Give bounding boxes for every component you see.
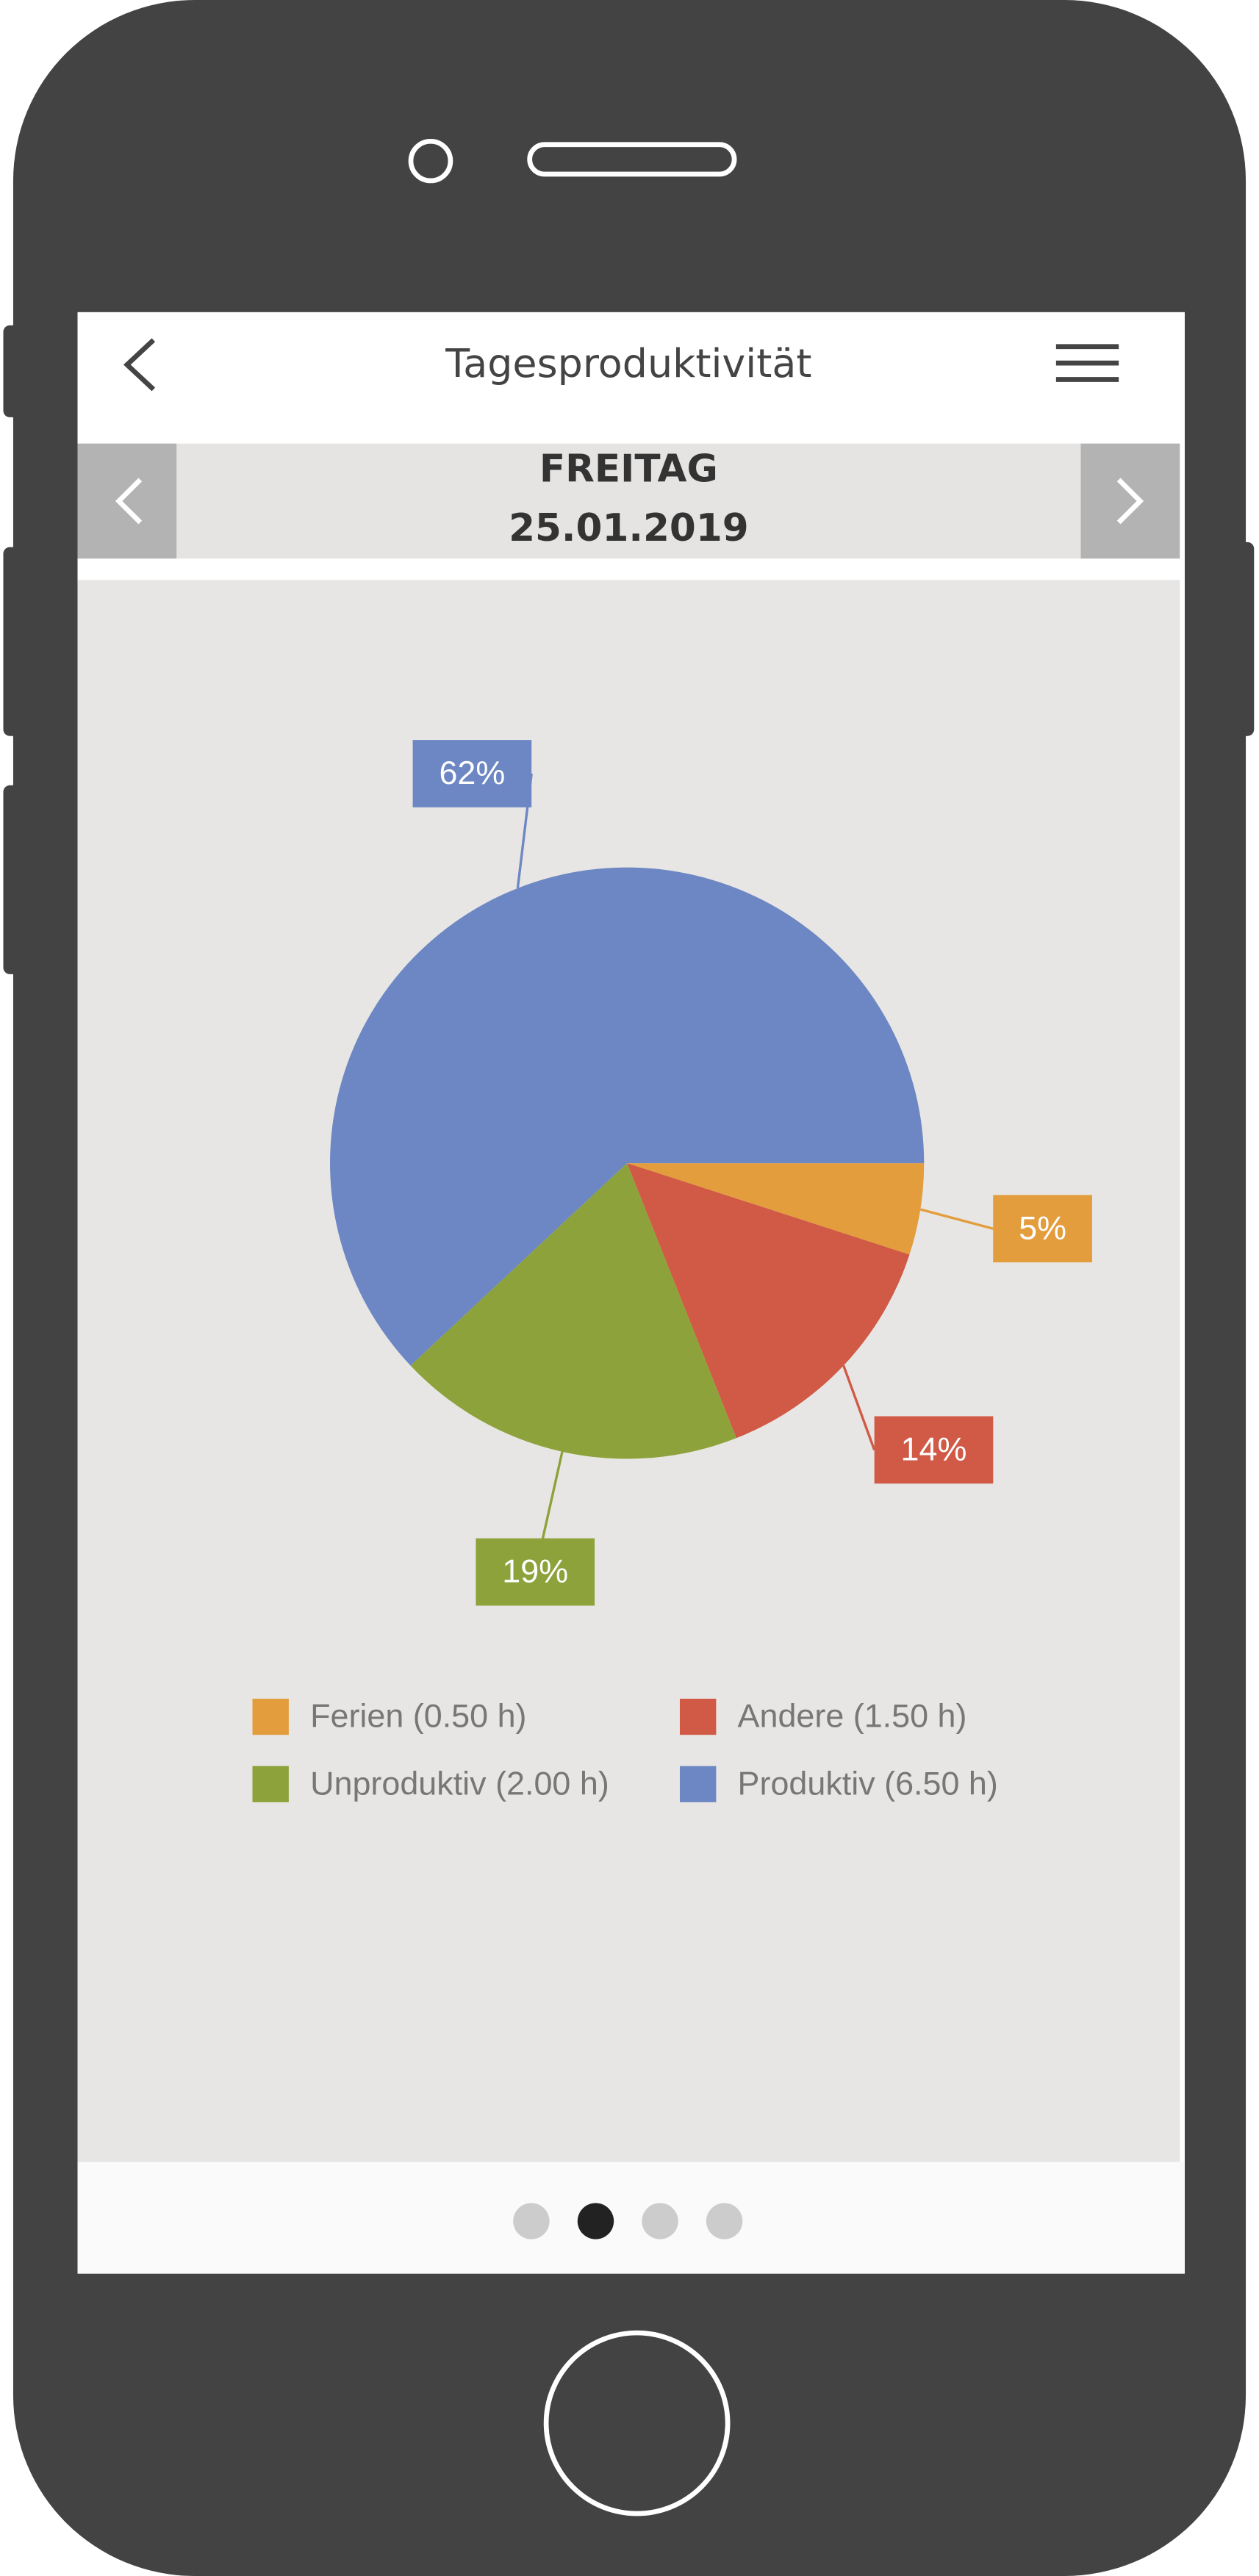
data-label: 5% bbox=[1019, 1209, 1066, 1246]
legend-swatch bbox=[252, 1766, 289, 1802]
page-title: Tagesproduktivität bbox=[445, 340, 811, 386]
day-name: FREITAG bbox=[539, 447, 718, 492]
pie-slice bbox=[330, 867, 925, 1366]
data-label-box bbox=[476, 1538, 595, 1606]
legend-swatch bbox=[679, 1766, 717, 1802]
legend-label: Andere (1.50 h) bbox=[738, 1698, 967, 1735]
page-dot[interactable] bbox=[706, 2203, 743, 2239]
next-arrow bbox=[1116, 478, 1144, 525]
date-text: 25.01.2019 bbox=[509, 506, 749, 550]
prev-arrow bbox=[115, 478, 143, 525]
menu-button[interactable] bbox=[1055, 344, 1119, 382]
data-label: 62% bbox=[439, 755, 505, 791]
data-label-box bbox=[412, 740, 532, 807]
legend-swatch bbox=[679, 1698, 717, 1735]
data-label-box bbox=[874, 1416, 994, 1484]
side-button bbox=[1237, 542, 1255, 736]
legend-label: Unproduktiv (2.00 h) bbox=[310, 1765, 609, 1802]
pie-slice bbox=[627, 1163, 925, 1255]
legend-label: Ferien (0.50 h) bbox=[310, 1698, 526, 1735]
leader-line bbox=[919, 1208, 994, 1230]
legend-swatch bbox=[252, 1698, 289, 1735]
page-dot[interactable] bbox=[513, 2203, 550, 2239]
side-button bbox=[3, 785, 20, 974]
data-label: 14% bbox=[901, 1431, 967, 1468]
leader-line bbox=[842, 1365, 876, 1450]
back-button[interactable] bbox=[123, 338, 156, 392]
date-bar bbox=[77, 443, 1180, 559]
home-button[interactable] bbox=[543, 2330, 731, 2516]
pie-slice bbox=[627, 1163, 910, 1439]
next-day-button[interactable] bbox=[1080, 443, 1180, 559]
prev-day-button[interactable] bbox=[77, 443, 177, 559]
legend-label: Produktiv (6.50 h) bbox=[738, 1765, 998, 1802]
pie-chart: 5% Ferien (0.50 h) 14% Andere (1.50 h) 19% Un… bbox=[252, 740, 1092, 1802]
pager-bar bbox=[77, 2162, 1185, 2274]
pie-slice bbox=[410, 1163, 736, 1459]
side-button bbox=[3, 547, 20, 736]
page-dot-active[interactable] bbox=[577, 2203, 614, 2239]
data-label: 19% bbox=[502, 1553, 568, 1590]
page-dot[interactable] bbox=[642, 2203, 678, 2239]
data-label-box bbox=[993, 1195, 1092, 1263]
camera bbox=[408, 138, 453, 184]
side-button bbox=[3, 325, 20, 417]
speaker bbox=[527, 142, 737, 177]
